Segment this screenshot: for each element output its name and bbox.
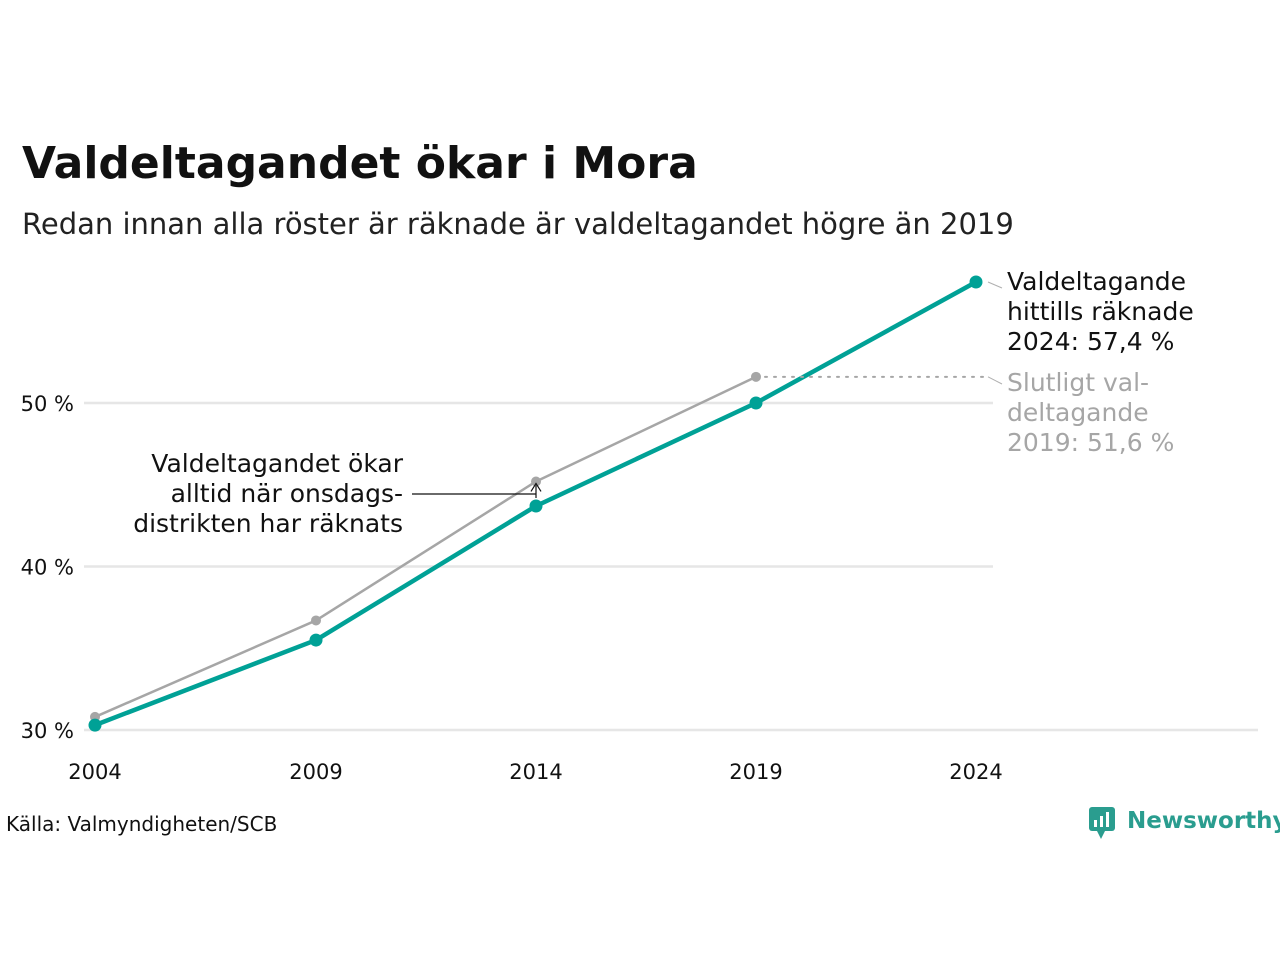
newsworthy-logo: Newsworthy xyxy=(1089,807,1280,839)
data-point-final xyxy=(751,371,761,382)
annotation-final-line: Slutligt val- xyxy=(1007,368,1149,397)
y-tick-label: 40 % xyxy=(21,556,74,580)
y-tick-label: 30 % xyxy=(21,719,74,743)
annotation-current-line: hittills räknade xyxy=(1007,297,1194,326)
y-axis-ticks: 30 % 40 % 50 % xyxy=(21,392,74,743)
annotation-connector-current xyxy=(987,281,1003,289)
x-tick-label: 2019 xyxy=(729,760,782,784)
data-point-final xyxy=(531,476,541,487)
data-point-current xyxy=(749,396,763,410)
x-tick-label: 2024 xyxy=(949,760,1002,784)
annotation-current-line: 2024: 57,4 % xyxy=(1007,327,1174,356)
chart-subtitle: Redan innan alla röster är räknade är va… xyxy=(22,207,1014,241)
annotation-final-line: deltagande xyxy=(1007,398,1149,427)
x-tick-label: 2014 xyxy=(509,760,562,784)
annotation-note-line: alltid när onsdags- xyxy=(171,479,403,508)
data-point-current xyxy=(969,275,983,289)
note-arrow-head xyxy=(530,482,542,492)
x-tick-label: 2009 xyxy=(289,760,342,784)
y-tick-label: 50 % xyxy=(21,392,74,416)
newsworthy-logo-icon xyxy=(1089,807,1115,839)
newsworthy-logo-text: Newsworthy xyxy=(1127,808,1280,834)
annotation-connector-final-tick xyxy=(987,376,1003,385)
data-point-final xyxy=(311,615,321,626)
annotation-note-line: Valdeltagandet ökar xyxy=(151,449,403,478)
chart-title: Valdeltagandet ökar i Mora xyxy=(22,138,698,189)
data-point-current xyxy=(309,633,323,647)
series-line-final xyxy=(94,375,757,719)
gridlines xyxy=(84,401,1258,732)
annotation-final-line: 2019: 51,6 % xyxy=(1007,428,1174,457)
x-axis-ticks: 2004 2009 2014 2019 2024 xyxy=(68,760,1002,784)
data-point-current xyxy=(88,718,102,732)
source-note: Källa: Valmyndigheten/SCB xyxy=(6,812,277,836)
annotation-note-line: distrikten har räknats xyxy=(133,509,403,538)
x-tick-label: 2004 xyxy=(68,760,121,784)
series xyxy=(88,275,983,732)
annotation-current-line: Valdeltagande xyxy=(1007,267,1186,296)
data-point-current xyxy=(529,499,543,513)
